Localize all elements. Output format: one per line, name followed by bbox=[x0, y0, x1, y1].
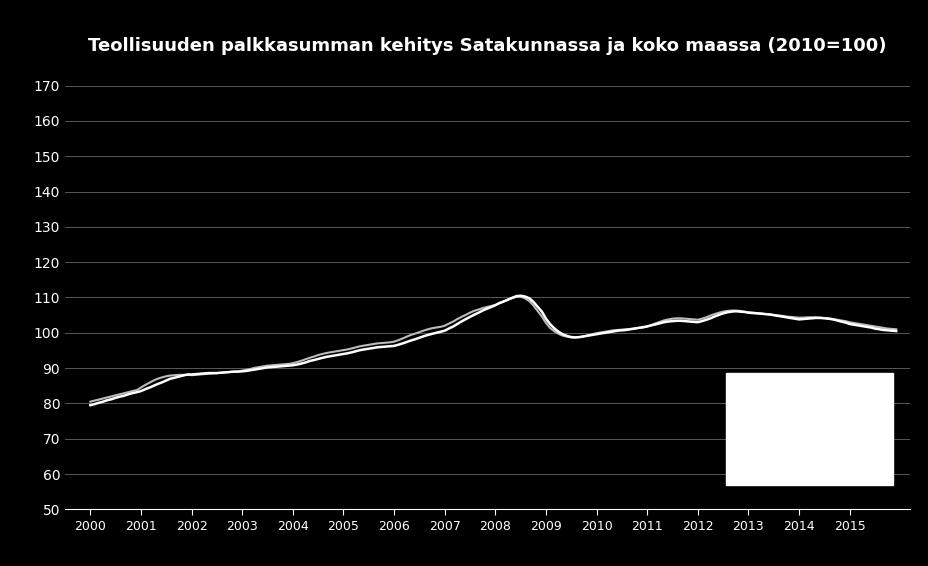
Bar bbox=[725, 374, 892, 484]
Title: Teollisuuden palkkasumman kehitys Satakunnassa ja koko maassa (2010=100): Teollisuuden palkkasumman kehitys Sataku… bbox=[88, 37, 886, 55]
